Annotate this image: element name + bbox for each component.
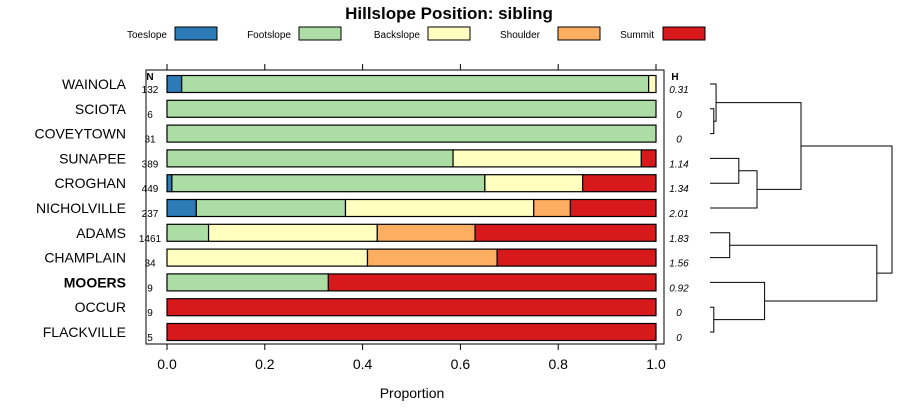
row-label: COVEYTOWN <box>34 126 126 142</box>
row-entropy: 1.14 <box>669 159 689 170</box>
bar-segment <box>376 223 476 242</box>
bar-segment <box>166 322 657 342</box>
row-label: WAINOLA <box>62 76 127 92</box>
row-entropy: 0 <box>676 308 682 319</box>
x-tick-label: 0.8 <box>548 356 568 372</box>
bar-segment <box>207 223 378 242</box>
plot-frame <box>145 69 665 345</box>
n-header: N <box>146 72 153 83</box>
legend-label: Summit <box>620 30 654 41</box>
dendrogram-link <box>710 157 740 184</box>
bar-segment <box>496 248 657 267</box>
legend-swatch <box>557 26 601 41</box>
bar-segment <box>569 198 657 218</box>
bar-segment <box>344 198 535 218</box>
row-entropy: 0 <box>676 135 682 146</box>
row-entropy: 0.31 <box>669 85 688 96</box>
bar-segment <box>474 223 657 242</box>
x-tick-label: 1.0 <box>646 356 666 372</box>
dendrogram-link <box>710 232 731 259</box>
bar-segment <box>582 174 657 193</box>
bar-rows: WAINOLA 132 0.31 SCIOTA 6 0 COVEYTOWN 31 0 SUNAPE… <box>34 74 689 344</box>
bar-segment <box>366 248 498 267</box>
bar-segment <box>166 99 657 118</box>
dendrogram-link <box>710 306 715 333</box>
dendrogram-link <box>710 170 758 209</box>
bar-segment <box>166 174 173 193</box>
bar-segment <box>166 223 210 242</box>
x-tick-label: 0.2 <box>255 356 275 372</box>
row-entropy: 0 <box>676 333 682 344</box>
dendrogram-link <box>710 83 717 122</box>
legend-label: Footslope <box>247 30 291 41</box>
row-label: CROGHAN <box>54 175 126 191</box>
legend-label: Backslope <box>374 30 421 41</box>
row-count: 31 <box>144 135 156 146</box>
dendrogram-link <box>710 281 766 321</box>
row-entropy: 1.83 <box>669 234 689 245</box>
row-label: SCIOTA <box>75 101 127 117</box>
x-axis-label: Proportion <box>380 385 445 401</box>
bar-segment <box>181 74 650 94</box>
row-entropy: 1.56 <box>669 259 689 270</box>
chart-title: Hillslope Position: sibling <box>345 4 553 23</box>
bar-segment <box>166 198 197 218</box>
bar-segment <box>171 174 486 193</box>
row-count: 389 <box>142 159 159 170</box>
bar-segment <box>484 174 584 193</box>
bar-segment <box>166 273 329 292</box>
row-count: 9 <box>147 308 153 319</box>
bar-segment <box>166 248 369 267</box>
bar-segment <box>327 273 657 292</box>
row-label: CHAMPLAIN <box>44 250 126 266</box>
row-label: OCCUR <box>75 299 126 315</box>
row-count: 34 <box>144 259 156 270</box>
row-entropy: 0 <box>676 110 682 121</box>
dendrogram-link <box>710 108 715 135</box>
row-count: 449 <box>142 184 159 195</box>
bar-segment <box>166 298 657 317</box>
row-label: MOOERS <box>64 274 126 290</box>
row-entropy: 2.01 <box>668 209 688 220</box>
dendrogram-link <box>801 145 893 274</box>
x-tick-label: 0.6 <box>451 356 471 372</box>
bar-segment <box>648 74 657 94</box>
x-tick-label: 0.0 <box>157 356 177 372</box>
row-count: 9 <box>147 283 153 294</box>
bar-segment <box>452 149 642 168</box>
row-label: SUNAPEE <box>59 150 126 166</box>
row-label: ADAMS <box>76 225 126 241</box>
legend-label: Shoulder <box>500 30 541 41</box>
h-header: H <box>671 72 678 83</box>
dendrogram-link <box>729 244 878 302</box>
x-axis: 0.0 0.2 0.4 0.6 0.8 1.0 <box>157 64 666 372</box>
row-count: 132 <box>142 85 159 96</box>
row-entropy: 0.92 <box>669 283 689 294</box>
row-label: NICHOLVILLE <box>36 200 126 216</box>
legend-swatch <box>174 26 218 41</box>
row-count: 6 <box>147 110 153 121</box>
row-label: FLACKVILLE <box>43 324 126 340</box>
dendrogram-link <box>716 102 802 190</box>
row-count: 237 <box>142 209 159 220</box>
legend-swatch <box>662 26 706 41</box>
bar-segment <box>166 74 183 94</box>
legend-swatch <box>427 26 471 41</box>
row-count: 5 <box>147 333 153 344</box>
dendrogram <box>710 83 893 333</box>
legend: Toeslope Footslope Backslope Shoulder Summit <box>127 26 706 41</box>
row-entropy: 1.34 <box>669 184 689 195</box>
bar-segment <box>166 124 657 143</box>
row-count: 1461 <box>139 234 162 245</box>
bar-segment <box>195 198 347 218</box>
bar-segment <box>640 149 657 168</box>
x-tick-label: 0.4 <box>353 356 373 372</box>
legend-label: Toeslope <box>127 30 167 41</box>
bar-segment <box>533 198 572 218</box>
legend-swatch <box>298 26 342 41</box>
bar-segment <box>166 149 454 168</box>
